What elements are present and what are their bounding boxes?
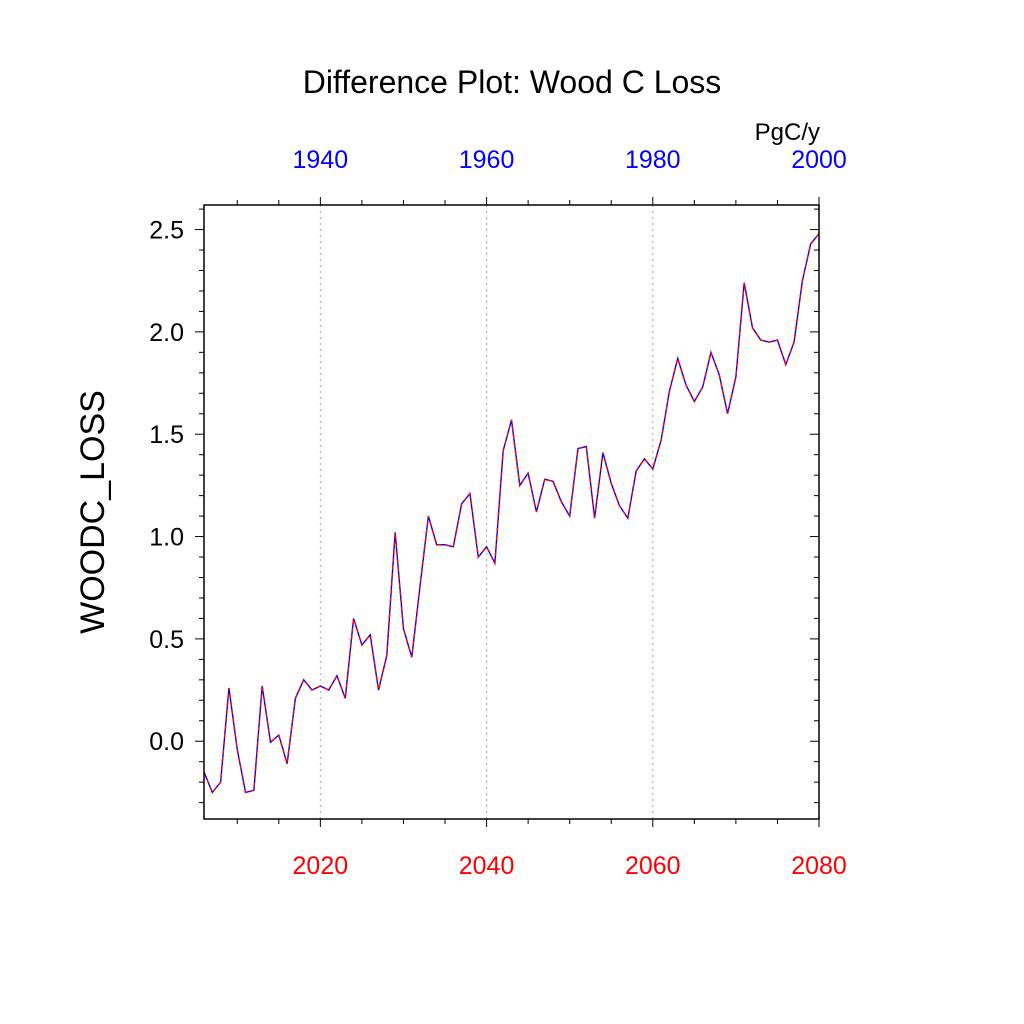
x-top-tick-label: 1940 <box>293 146 349 174</box>
x-top-tick-label: 2000 <box>791 146 847 174</box>
x-bottom-tick-label: 2060 <box>625 852 681 880</box>
y-tick-label: 1.5 <box>149 421 184 449</box>
data-series <box>203 233 820 794</box>
tick-labels: 2020 2040 2060 2080 1940 1960 1980 2000 0.0 0.5 1.… <box>149 146 847 880</box>
series-line-dash <box>203 233 820 794</box>
series-line <box>203 233 820 794</box>
plot-frame <box>203 204 820 820</box>
y-tick-label: 1.0 <box>149 524 184 552</box>
x-top-tick-label: 1980 <box>625 146 681 174</box>
y-tick-label: 0.5 <box>149 626 184 654</box>
x-bottom-tick-label: 2040 <box>459 852 515 880</box>
x-top-tick-label: 1960 <box>459 146 515 174</box>
x-bottom-tick-label: 2020 <box>293 852 349 880</box>
x-bottom-tick-label: 2080 <box>791 852 847 880</box>
grid-lines <box>319 205 654 819</box>
chart-title: Difference Plot: Wood C Loss <box>303 64 722 100</box>
y-tick-label: 0.0 <box>149 728 184 756</box>
y-axis-label: WOODC_LOSS <box>74 390 112 634</box>
y-tick-label: 2.0 <box>149 319 184 347</box>
units-label: PgC/y <box>755 119 820 146</box>
axes <box>195 197 820 827</box>
y-tick-label: 2.5 <box>149 217 184 245</box>
